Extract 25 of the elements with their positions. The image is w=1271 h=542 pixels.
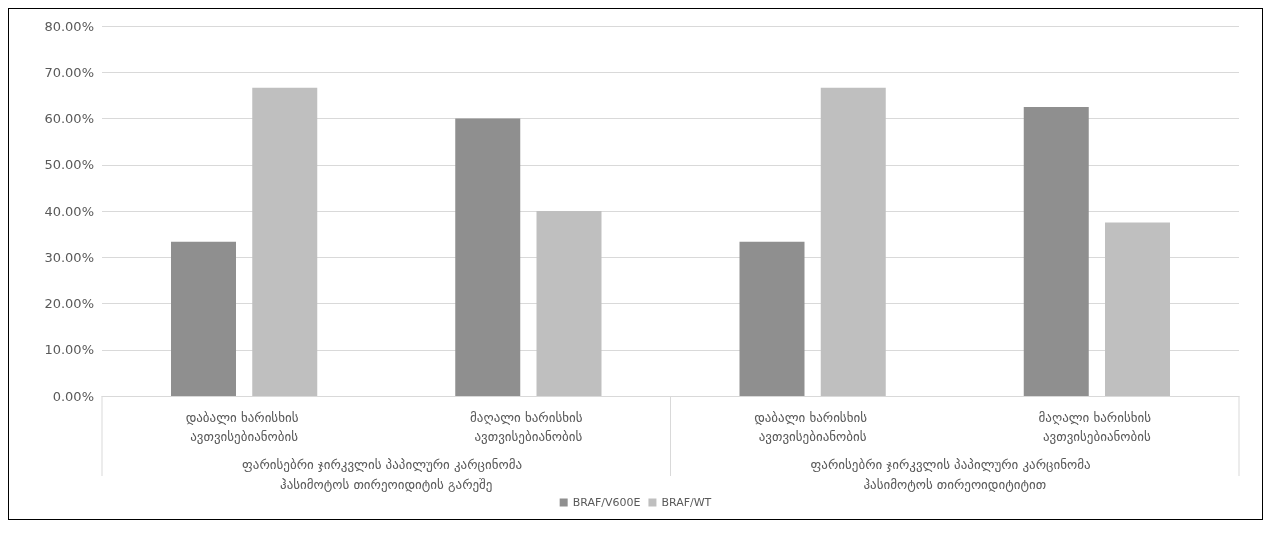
text: ფარისებრი ჯირკვლის პაპილური კარცინომა ჰასიმოტოს თირეოიდიტიტით	[810, 456, 1099, 492]
y-tick-label: 10.00%	[44, 342, 94, 358]
y-tick-label: 0.00%	[52, 388, 94, 404]
bar	[820, 87, 886, 396]
x-tick-label: დაბალი ხარისხის ავთვისებიანობის	[754, 410, 872, 444]
bar	[739, 241, 805, 396]
bar	[1105, 222, 1170, 396]
y-tick-label: 40.00%	[44, 203, 94, 219]
text: ფარისებრი ჯირკვლის პაპილური კარცინომა ჰასიმოტოს თირეოიდიტის გარეშე	[242, 456, 531, 492]
bar	[455, 118, 521, 396]
y-tick-label: 20.00%	[44, 296, 94, 311]
x-tick-label: მაღალი ხარისხის ავთვისებიანობის	[470, 410, 587, 444]
bar	[536, 211, 602, 396]
y-tick-label: 60.00%	[44, 111, 94, 126]
legend-label: BRAF/WT	[661, 496, 712, 509]
legend-label: BRAF/V600E	[572, 496, 641, 509]
y-tick-label: 30.00%	[44, 249, 94, 265]
x-tick-label: მაღალი ხარისხის ავთვისებიანობის	[1038, 410, 1156, 444]
x-tick-label: დაბალი ხარისხის ავთვისებიანობის	[185, 410, 303, 444]
bar	[252, 87, 318, 396]
bar	[171, 241, 236, 396]
y-tick-label: 80.00%	[44, 18, 94, 34]
bar	[1023, 106, 1089, 396]
y-tick-label: 70.00%	[44, 64, 94, 80]
y-tick-label: 50.00%	[44, 157, 94, 173]
